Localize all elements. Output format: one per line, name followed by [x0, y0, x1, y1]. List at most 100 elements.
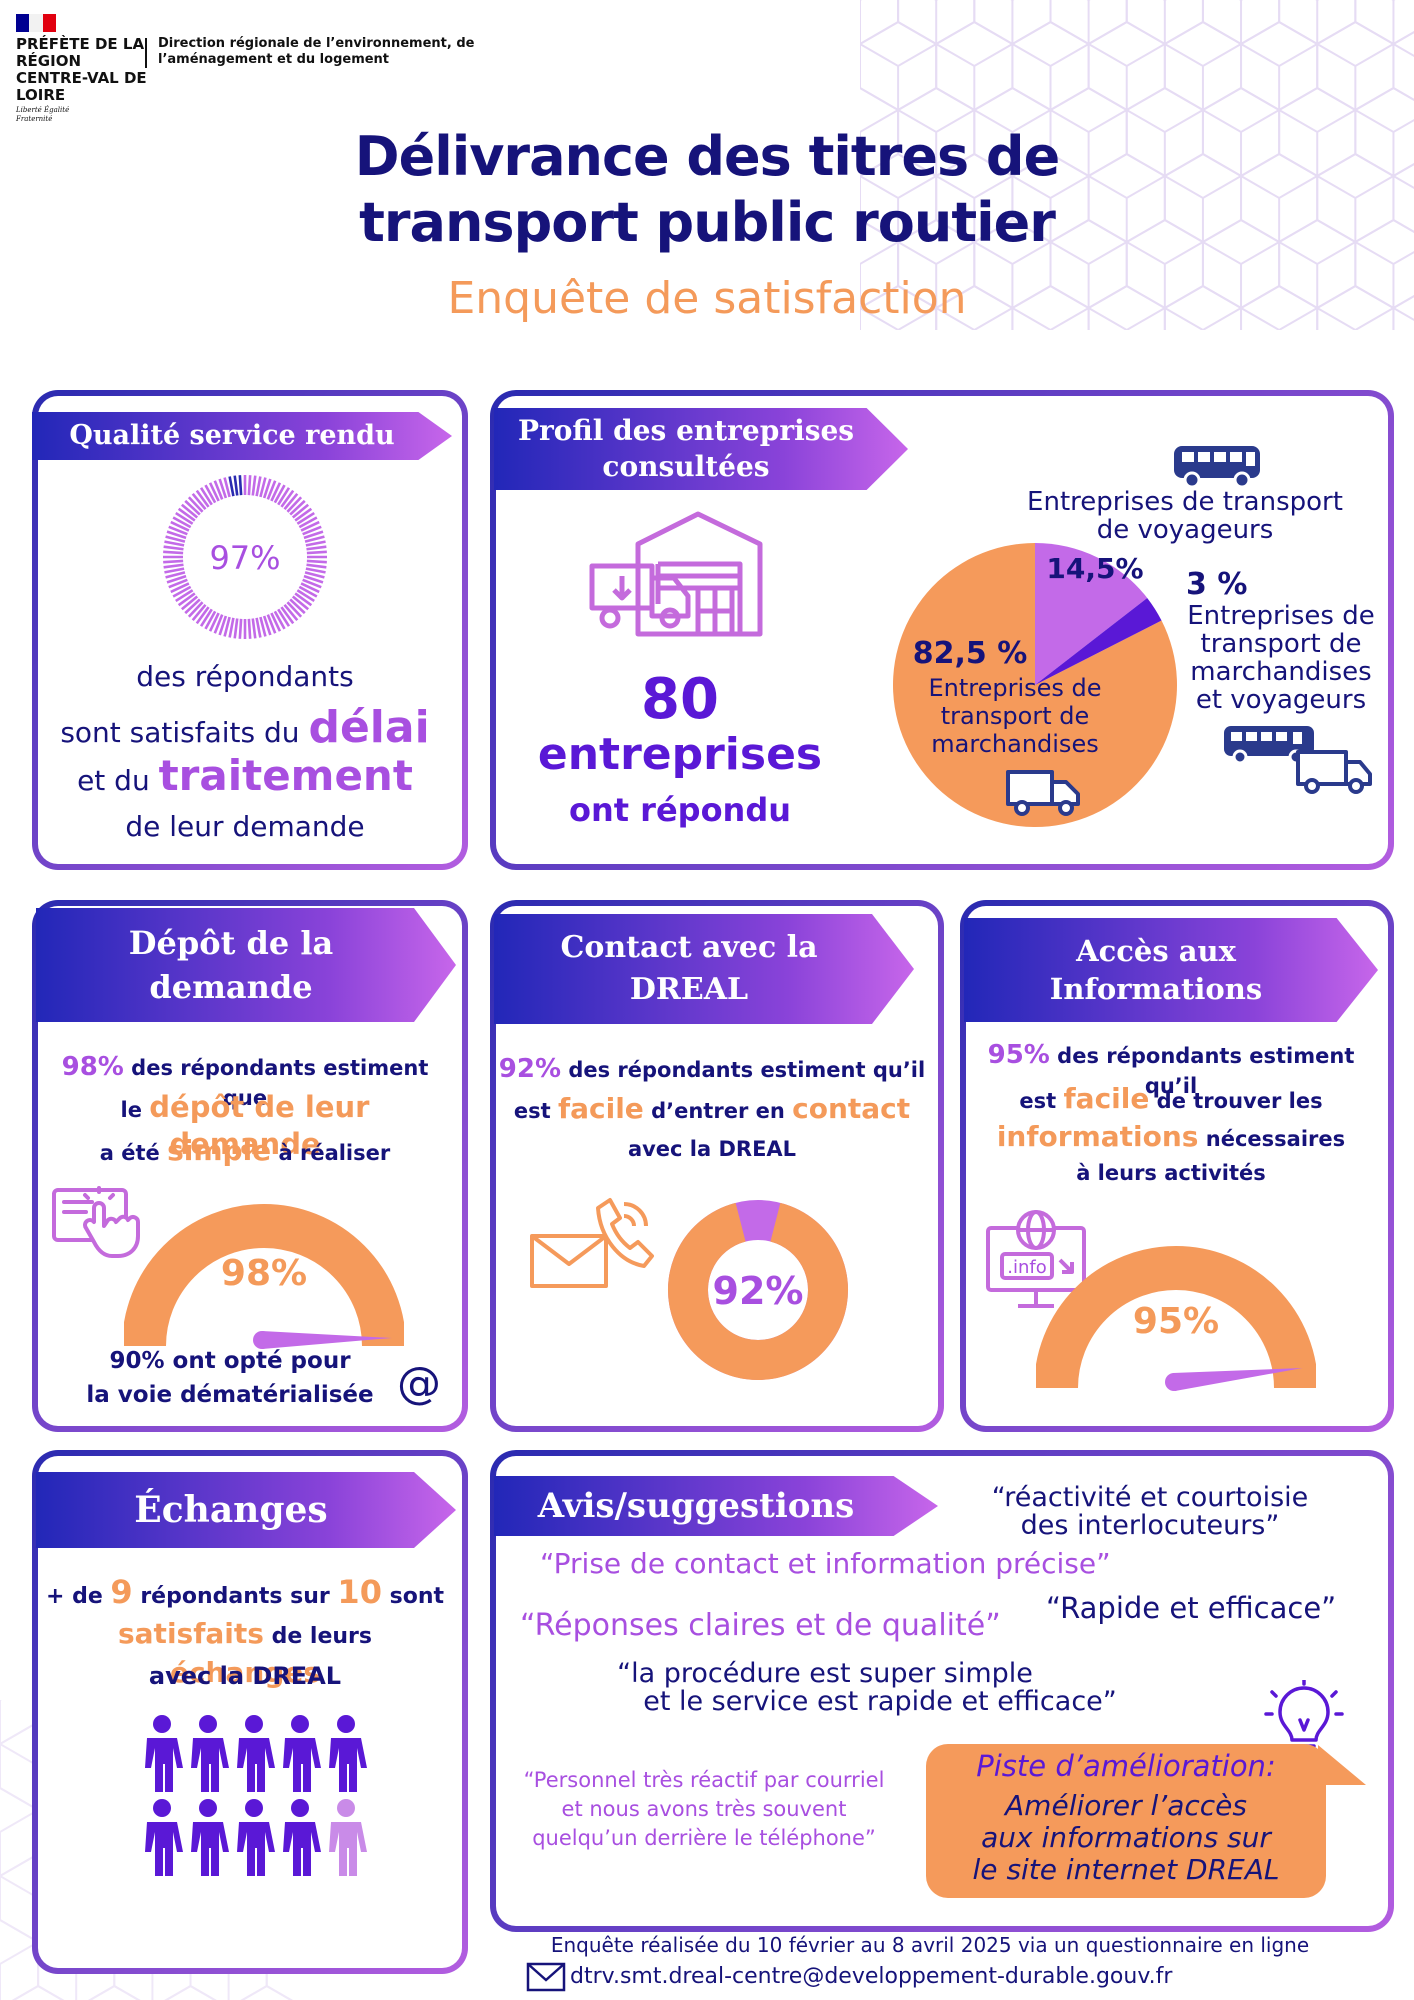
- computer-globe-icon: [986, 1210, 1086, 1308]
- ring-segment: [223, 477, 231, 498]
- ring-segment: [170, 520, 190, 532]
- depot-percent-inline: 98%: [61, 1052, 124, 1082]
- ring-segment: [289, 598, 306, 615]
- ring-segment: [255, 476, 262, 497]
- ring-segment: [187, 601, 204, 618]
- echanges-line-3: avec la DREAL: [148, 1662, 342, 1690]
- mixte-label-line-3: marchandises: [1190, 657, 1372, 687]
- ring-segment: [305, 567, 326, 574]
- contact-line-2c: d’entrer en: [643, 1099, 793, 1123]
- acces-percent-inline: 95%: [987, 1040, 1050, 1070]
- profil-heading-line-1: Profil des entreprises: [517, 414, 855, 447]
- ring-segment: [218, 478, 228, 499]
- ring-segment: [166, 574, 187, 584]
- ring-segment: [233, 618, 239, 639]
- contact-contact: contact: [792, 1092, 911, 1125]
- ring-segment: [163, 545, 184, 551]
- ring-segment: [168, 525, 188, 536]
- ring-segment: [300, 520, 320, 532]
- person-satisfied: [191, 1799, 229, 1876]
- ring-segment: [294, 592, 313, 607]
- info-tag: .info: [1007, 1257, 1047, 1278]
- depot-line-1b: des répondants estiment que: [123, 1056, 429, 1110]
- ring-segment: [163, 563, 184, 569]
- acces-heading: Accès aux Informations: [964, 918, 1378, 1022]
- acces-line-2: est facile de trouver les: [966, 1082, 1376, 1118]
- voyageurs-label-line-2: de voyageurs: [1096, 515, 1274, 545]
- qualite-traitement: traitement: [158, 751, 413, 800]
- ring-segment: [283, 603, 299, 622]
- pie-slice-2: [1035, 597, 1162, 685]
- ring-segment: [166, 530, 187, 540]
- qualite-heading: Qualité service rendu: [32, 412, 452, 460]
- person-satisfied: [145, 1715, 183, 1792]
- ring-segment: [199, 487, 213, 506]
- laptop-click-icon: [52, 1186, 140, 1258]
- gauge-arc: [1036, 1246, 1316, 1389]
- at-sign-icon: @: [397, 1358, 441, 1409]
- ring-segment: [296, 589, 315, 603]
- piste-title: Piste d’amélioration:: [976, 1749, 1276, 1783]
- qualite-line-4: de leur demande: [125, 810, 365, 843]
- ring-segment: [191, 603, 207, 622]
- footer-email-link[interactable]: dtrv.smt.dreal-centre@developpement-dura…: [570, 1964, 1173, 1989]
- quote-procedure-line-1: “la procédure est super simple: [617, 1658, 1033, 1689]
- profil-heading-line-2: consultées: [602, 450, 770, 483]
- contact-heading: Contact avec la DREAL: [494, 914, 914, 1024]
- piste-line-2: aux informations sur: [981, 1821, 1271, 1854]
- pie-label-voyageurs: Entreprises de transport de voyageurs: [1020, 488, 1350, 544]
- contact-line-2: est facile d’entrer en contact: [498, 1092, 926, 1128]
- mixte-label-line-1: Entreprises de: [1187, 601, 1375, 631]
- ring-segment: [298, 516, 318, 529]
- qualite-percent: 97%: [209, 539, 281, 577]
- quote-procedure: “la procédure est super simple et le ser…: [570, 1660, 1190, 1716]
- ring-segment: [304, 535, 325, 543]
- ring-segment: [247, 475, 252, 496]
- gauge-needle: [261, 1331, 392, 1349]
- ring-segment: [177, 507, 196, 522]
- pie-label-marchandises-pct: 82,5 %: [912, 636, 1028, 671]
- quote-reactivite-line-2: des interlocuteurs”: [1020, 1510, 1280, 1541]
- profil-count-label: entreprises: [537, 729, 823, 780]
- ring-segment: [199, 608, 213, 627]
- acces-line-4: à leurs activités: [1076, 1161, 1266, 1185]
- ring-segment: [270, 482, 282, 502]
- ring-segment: [187, 496, 204, 513]
- acces-facile: facile: [1063, 1082, 1150, 1115]
- gauge-arc: [124, 1204, 404, 1347]
- profil-count: 80: [641, 667, 719, 732]
- qualite-line-2: sont satisfaits du délai: [40, 704, 450, 757]
- depot-line-1: 98% des répondants estiment que: [40, 1052, 450, 1113]
- ring-segment: [184, 499, 201, 516]
- profil-pie-chart: [893, 543, 1177, 827]
- background-cube-pattern: [860, 0, 1414, 330]
- ring-segment: [259, 477, 267, 498]
- quote-personnel: “Personnel très réactif par courriel et …: [504, 1766, 904, 1853]
- person-satisfied: [237, 1799, 275, 1876]
- acces-line-2c: de trouver les: [1149, 1089, 1323, 1113]
- qualite-line-1: des répondants: [136, 660, 354, 693]
- ring-segment: [300, 582, 320, 594]
- title-line-1: Délivrance des titres de: [354, 125, 1060, 188]
- depot-foot-1: 90% ont opté pour: [109, 1348, 351, 1374]
- echanges-satisfaits: satisfaits: [118, 1617, 264, 1650]
- acces-gauge: [1036, 1246, 1316, 1391]
- ring-segment: [296, 511, 315, 525]
- piste-line-3: le site internet DREAL: [972, 1853, 1280, 1886]
- pie-label-marchandises: Entreprises de transport de marchandises: [890, 674, 1140, 758]
- voyageurs-label-line-1: Entreprises de transport: [1027, 487, 1343, 517]
- depot-foot-2: la voie dématérialisée: [86, 1382, 374, 1408]
- contact-donut-chart: [668, 1200, 848, 1380]
- quote-personnel-line-3: quelqu’un derrière le téléphone”: [532, 1826, 876, 1850]
- echanges-line-1e: sont: [381, 1584, 444, 1609]
- ring-segment: [294, 507, 313, 522]
- bus-icon: [1174, 446, 1260, 488]
- person-other: [329, 1799, 367, 1876]
- ring-segment: [218, 615, 228, 636]
- republic-motto: Liberté Égalité Fraternité: [16, 106, 70, 123]
- ring-segment: [238, 618, 243, 639]
- ring-segment: [306, 550, 327, 555]
- ring-segment: [273, 610, 286, 630]
- depot-gauge: [124, 1204, 404, 1349]
- direction-label: Direction régionale de l’environnement, …: [158, 36, 475, 67]
